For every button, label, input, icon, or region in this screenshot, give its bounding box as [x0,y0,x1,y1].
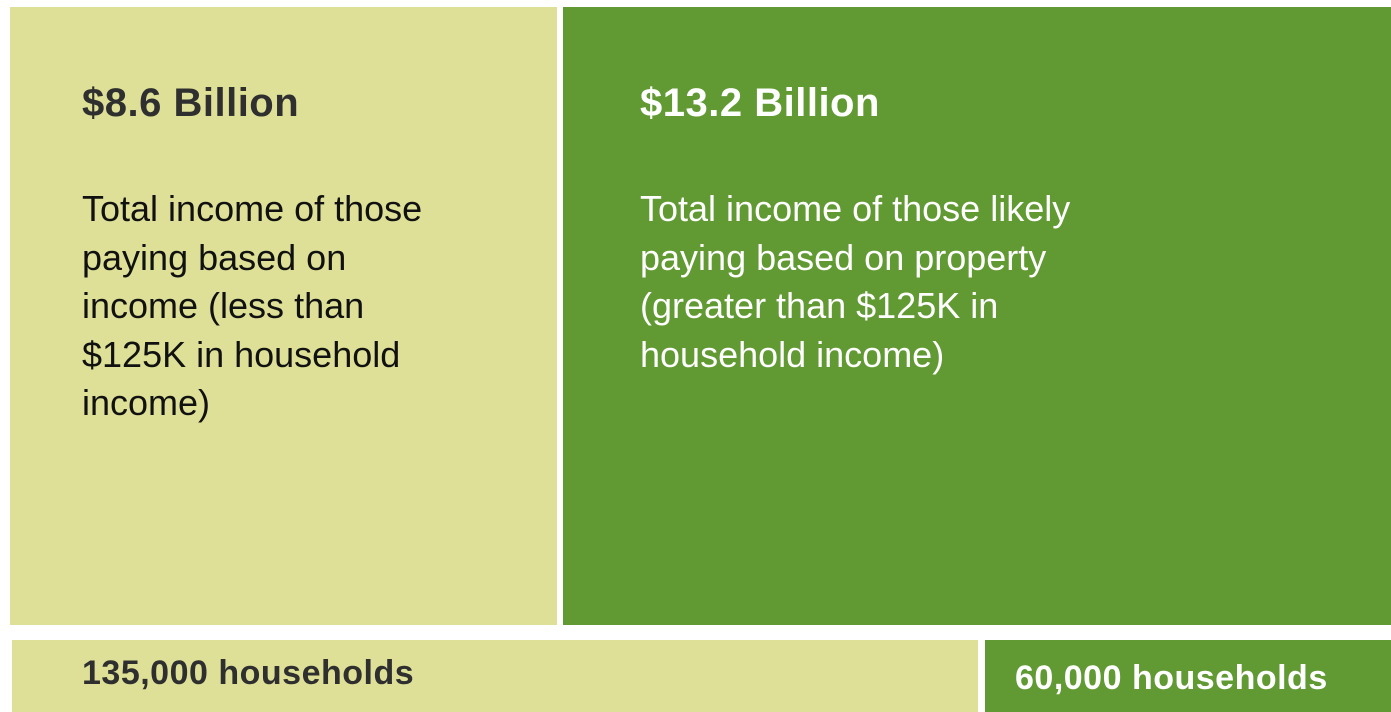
text-line: household income) [640,333,945,375]
text-line: paying based on [82,236,347,278]
panel-text: Total income of those likely paying based… [640,185,1070,379]
text-line: income (less than [82,285,365,326]
text-line: paying based on property [640,236,1047,278]
text-line: $125K in household [82,333,401,375]
households-bar: 60,000 households [985,640,1391,712]
households-label: 135,000 households [82,654,415,692]
households-label: 60,000 households [1015,659,1328,697]
panel-text: Total income of those paying based on inco… [82,185,422,428]
text-line: Total income of those likely [640,188,1071,229]
text-line: income) [82,382,211,423]
text-line: (greater than $125K in [640,285,999,326]
property-panel: $13.2 Billion Total income of those like… [563,7,1391,625]
panel-heading: $13.2 Billion [640,81,880,125]
panel-heading: $8.6 Billion [82,81,300,125]
text-line: Total income of those [82,188,423,229]
income-panel: $8.6 Billion Total income of those paying… [10,7,557,625]
households-bar: 135,000 households [12,640,978,712]
